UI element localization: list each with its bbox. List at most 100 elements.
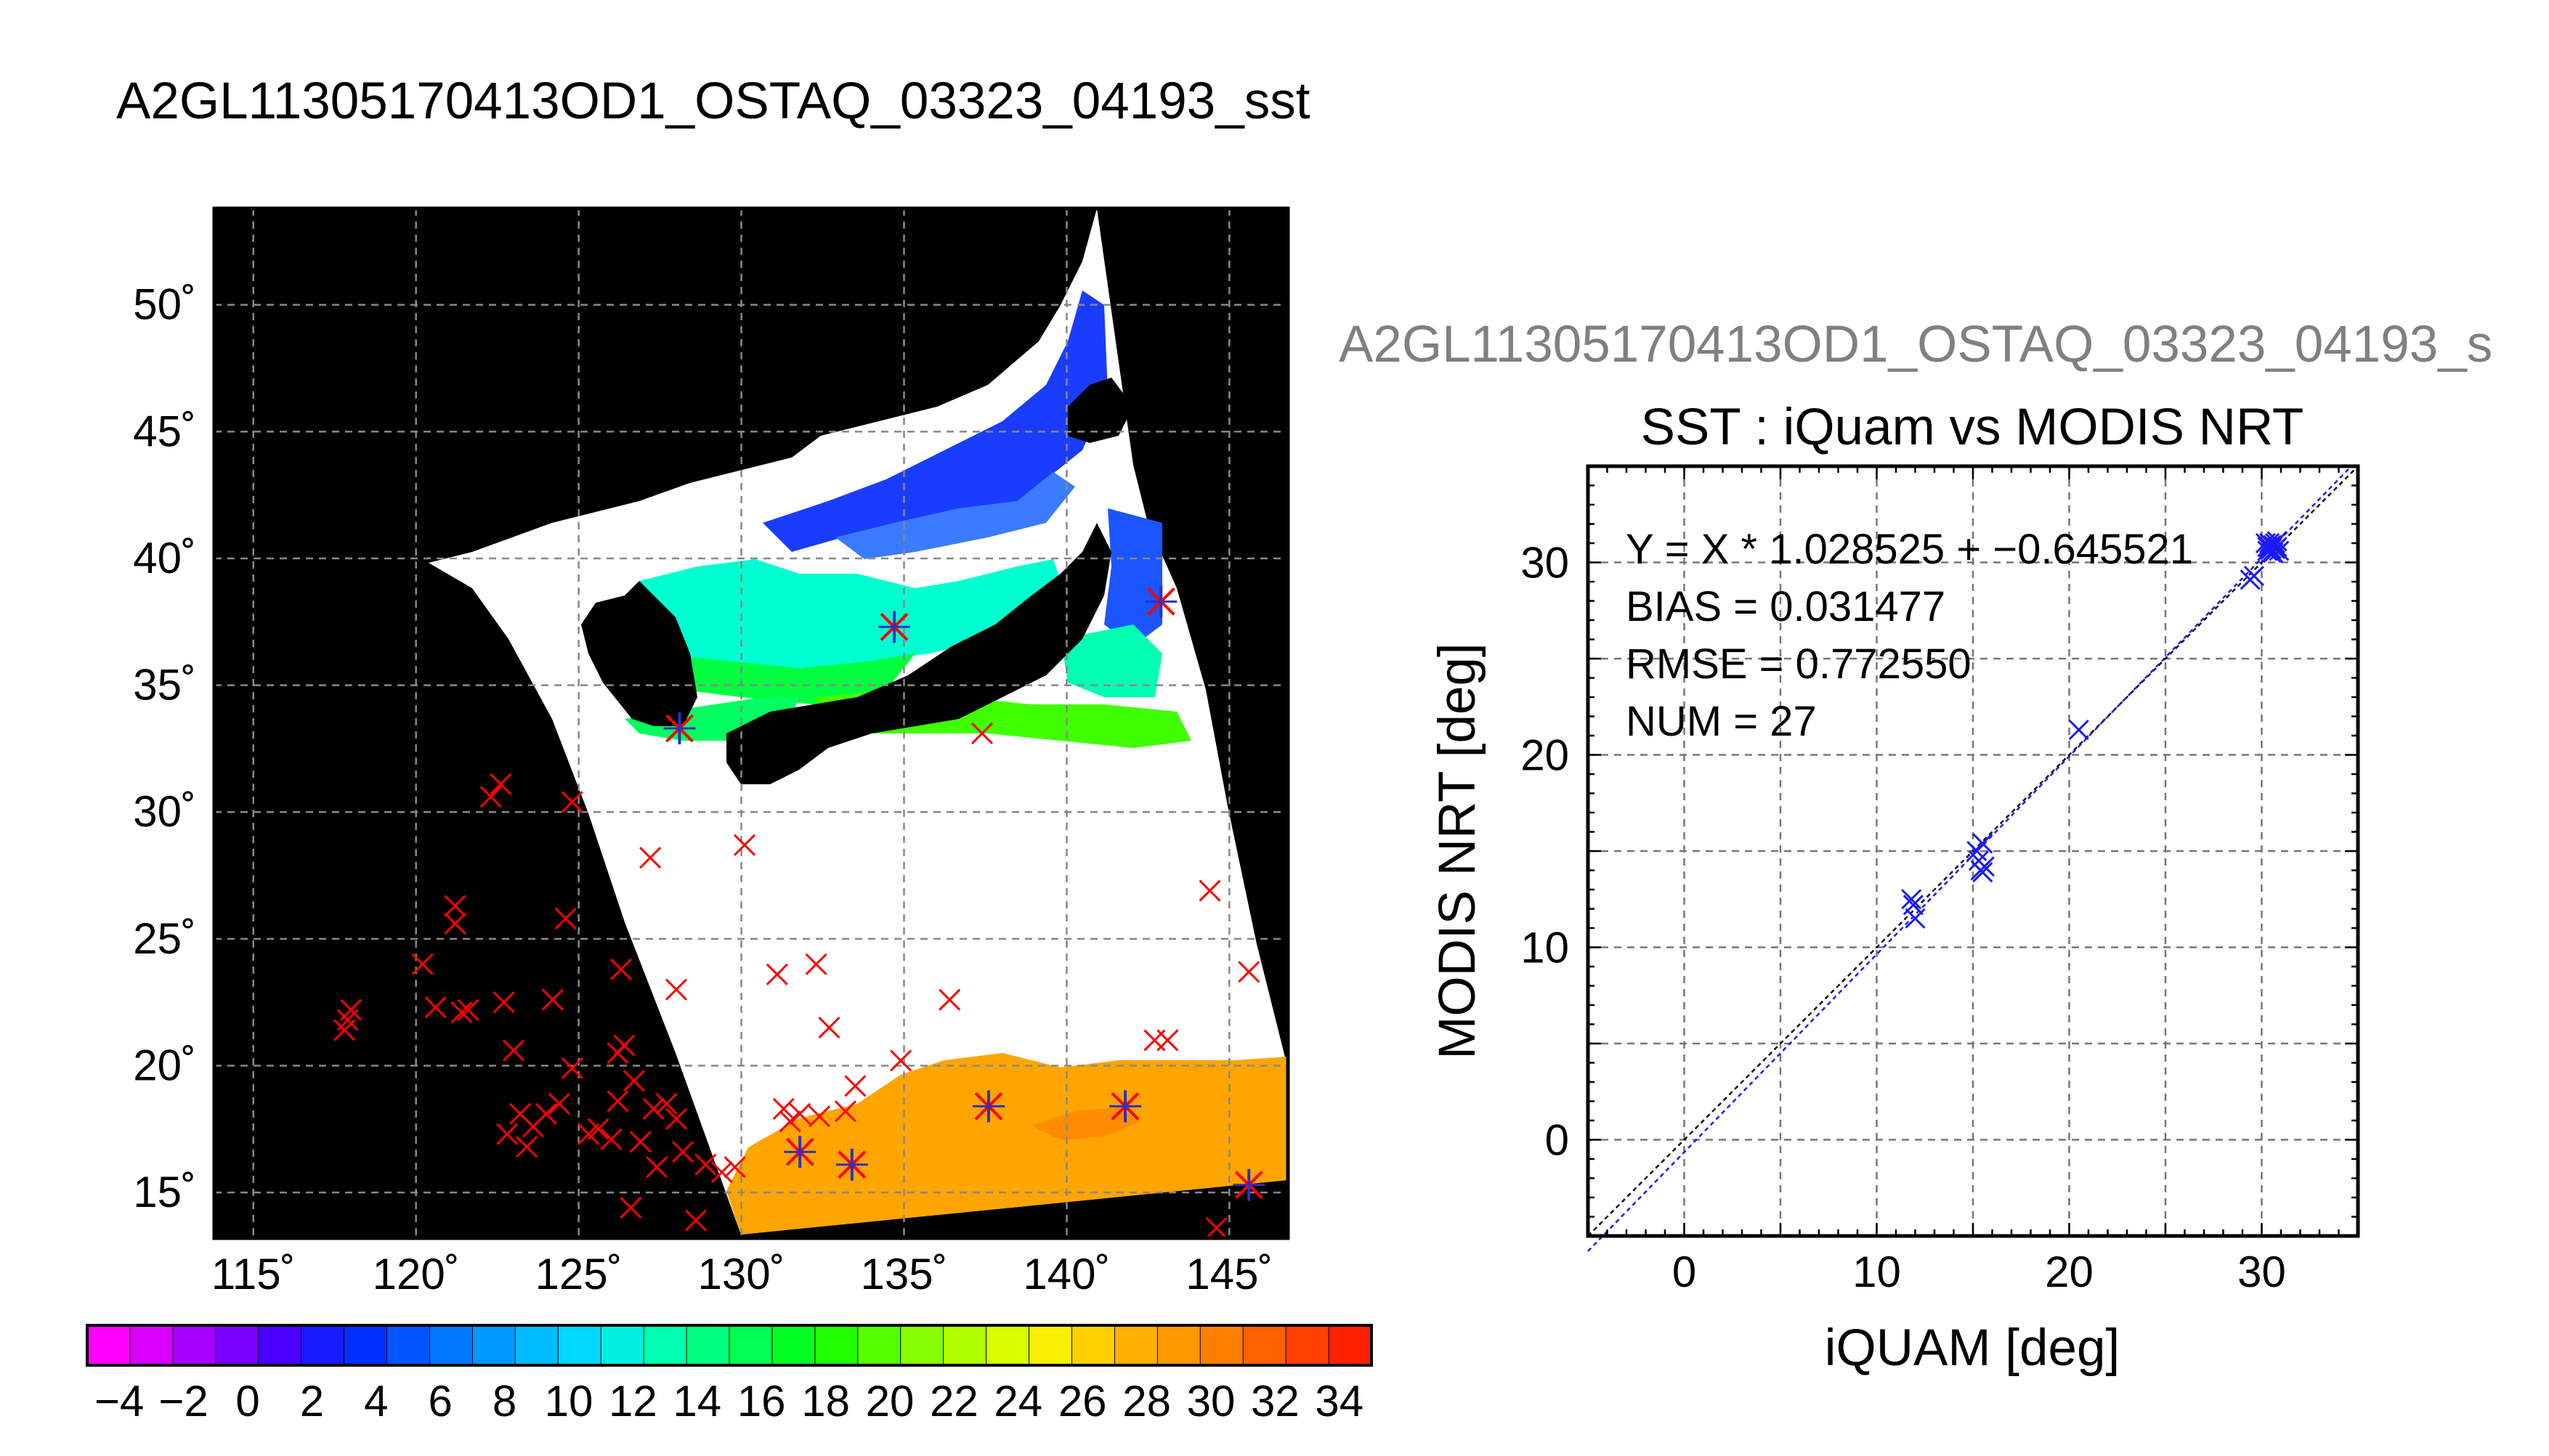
colorbar-tick-label: −2 bbox=[158, 1377, 208, 1426]
sst-patch-tropics bbox=[726, 1053, 1288, 1235]
map-marker-red-stroke-b bbox=[724, 1156, 746, 1179]
map-frame bbox=[212, 206, 1290, 1240]
lat-tick-label: 35˚ bbox=[133, 661, 196, 709]
colorbar-tick-label: 2 bbox=[300, 1377, 324, 1426]
map-marker-red-stroke-b bbox=[779, 1110, 801, 1133]
colorbar-tick-label: 20 bbox=[866, 1377, 915, 1426]
map-marker-red bbox=[684, 1209, 707, 1232]
map-marker-red-stroke-b bbox=[1156, 1029, 1179, 1052]
map-marker-red bbox=[1156, 1029, 1179, 1052]
scatter-point-stroke-b bbox=[1901, 889, 1922, 910]
scatter-point-stroke-b bbox=[1905, 908, 1926, 929]
map-marker-star bbox=[663, 712, 696, 744]
x-tick-label: 30 bbox=[2237, 1248, 2286, 1296]
scatter-point-stroke-b bbox=[2068, 719, 2089, 741]
colorbar-cell bbox=[1029, 1325, 1073, 1366]
stat-annotation: RMSE = 0.772550 bbox=[1626, 640, 1971, 688]
lon-tick-label: 140˚ bbox=[1023, 1250, 1110, 1298]
map-marker-red-stroke-b bbox=[548, 1092, 570, 1115]
map-marker-red bbox=[457, 999, 479, 1021]
map-marker-red-stroke-b bbox=[844, 1075, 867, 1097]
colorbar-tick-label: 18 bbox=[801, 1377, 850, 1426]
map-marker-red-stroke-b bbox=[508, 1102, 532, 1125]
map-marker-red bbox=[333, 1019, 356, 1041]
scatter-point-stroke-b bbox=[2266, 537, 2287, 558]
map-marker-red-stroke-b bbox=[587, 1118, 609, 1140]
colorbar-tick-label: 8 bbox=[493, 1377, 516, 1426]
map-marker-red bbox=[609, 958, 632, 980]
scatter-point bbox=[1905, 908, 1926, 929]
colorbar-cell bbox=[429, 1325, 474, 1366]
colorbar-tick-label: 16 bbox=[737, 1377, 786, 1426]
map-marker-red bbox=[554, 907, 577, 930]
x-tick-label: 20 bbox=[2045, 1248, 2094, 1296]
colorbar-cell bbox=[814, 1325, 859, 1366]
map-marker-red-stroke-b bbox=[496, 1123, 519, 1145]
lat-tick-label: 45˚ bbox=[133, 407, 196, 455]
y-tick-label: 20 bbox=[1520, 731, 1569, 780]
lon-tick-label: 145˚ bbox=[1186, 1250, 1273, 1298]
sst-patch-north-blue bbox=[763, 290, 1108, 552]
scatter-point bbox=[2264, 532, 2286, 554]
stat-annotation: NUM = 27 bbox=[1626, 698, 1817, 745]
map-marker-red bbox=[490, 773, 512, 795]
map-marker-star bbox=[784, 1136, 816, 1168]
map-marker-red-stroke-b bbox=[561, 1057, 583, 1080]
colorbar-cell bbox=[471, 1325, 516, 1366]
map-marker-red bbox=[834, 1100, 856, 1123]
map-marker-red-stroke-b bbox=[665, 1107, 688, 1130]
map-marker-red-stroke-b bbox=[609, 958, 632, 980]
lon-tick-label: 120˚ bbox=[373, 1250, 460, 1298]
colorbar-tick-label: 14 bbox=[673, 1377, 721, 1426]
map-marker-red-stroke-b bbox=[1238, 961, 1260, 983]
map-marker-red bbox=[808, 1105, 831, 1128]
map-marker-red-stroke-b bbox=[424, 996, 447, 1019]
scatter-point bbox=[1972, 862, 1993, 883]
colorbar-cell bbox=[129, 1325, 174, 1366]
map-marker-red bbox=[411, 953, 434, 975]
map-marker-red-stroke-b bbox=[655, 1092, 678, 1115]
x-tick-label: 10 bbox=[1852, 1248, 1901, 1296]
colorbar-tick-label: 34 bbox=[1315, 1377, 1363, 1426]
colorbar: −4 −2 0 2 4 6 8 10 12 14 16 18 20 22 24 26 28 30 32 34 bbox=[86, 1324, 1373, 1426]
map-marker-red bbox=[665, 978, 688, 1001]
map-marker-red bbox=[655, 1092, 678, 1115]
map-marker-red-stroke-b bbox=[818, 1017, 840, 1039]
scatter-points bbox=[1901, 531, 2290, 929]
map-marker-red-stroke-b bbox=[684, 1209, 707, 1232]
lat-tick-label: 15˚ bbox=[133, 1168, 196, 1216]
lat-tick-label: 25˚ bbox=[133, 914, 196, 963]
map-marker-red-stroke-b bbox=[457, 999, 479, 1021]
map-marker-red-stroke-b bbox=[444, 912, 466, 935]
colorbar-cell bbox=[1071, 1325, 1116, 1366]
map-marker-red-stroke-b bbox=[620, 1197, 642, 1219]
colorbar-cell bbox=[86, 1325, 131, 1366]
map-marker-red bbox=[444, 912, 466, 935]
colorbar-cell bbox=[172, 1325, 216, 1366]
map-marker-red-stroke-b bbox=[623, 1070, 645, 1092]
stat-annotation: Y = X * 1.028525 + −0.645521 bbox=[1626, 526, 2193, 573]
map-marker-star bbox=[1233, 1168, 1265, 1201]
colorbar-tick-label: 28 bbox=[1122, 1377, 1171, 1426]
colorbar-tick-label: 6 bbox=[429, 1377, 453, 1426]
y-tick-label: 10 bbox=[1520, 924, 1569, 972]
lon-tick-label: 135˚ bbox=[860, 1250, 947, 1298]
map-marker-red-stroke-b bbox=[789, 1102, 811, 1125]
scatter-point bbox=[2266, 537, 2287, 558]
colorbar-cell bbox=[943, 1325, 987, 1366]
colorbar-tick-label: 24 bbox=[994, 1377, 1042, 1426]
colorbar-cell bbox=[386, 1325, 431, 1366]
map-marker-red bbox=[623, 1070, 645, 1092]
map-marker-red bbox=[889, 1049, 912, 1072]
scatter-point-stroke-b bbox=[2261, 538, 2282, 560]
lat-tick-label: 50˚ bbox=[133, 280, 196, 329]
map-marker-red bbox=[1205, 1216, 1228, 1240]
colorbar-cell bbox=[301, 1325, 345, 1366]
colorbar-cell bbox=[1114, 1325, 1159, 1366]
sst-patch-east-mid bbox=[1061, 625, 1162, 697]
scatter-point-stroke-b bbox=[2243, 565, 2264, 587]
scatter-point-stroke-b bbox=[1974, 856, 1995, 877]
map-marker-red bbox=[600, 1128, 623, 1150]
map-marker-red-stroke-b bbox=[479, 786, 502, 808]
